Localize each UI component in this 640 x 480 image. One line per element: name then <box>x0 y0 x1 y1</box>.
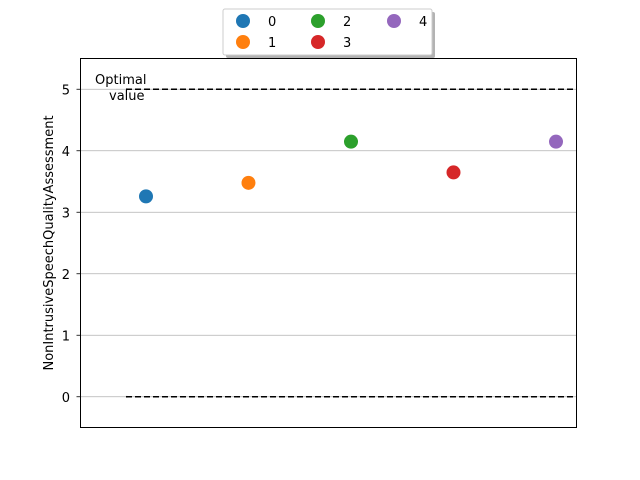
legend: 0 1 2 3 4 <box>222 8 435 58</box>
y-tick-label: 2 <box>62 268 70 283</box>
data-point-1 <box>241 175 256 190</box>
grid-lines <box>80 88 576 398</box>
data-point-0 <box>139 189 153 204</box>
y-axis-label: NonIntrusiveSpeechQualityAssessment <box>42 115 57 370</box>
y-axis-ticks: 0 1 2 3 4 5 <box>62 83 80 406</box>
legend-marker-2 <box>311 14 325 28</box>
y-tick-label: 4 <box>62 145 70 160</box>
legend-label-2: 2 <box>343 15 351 30</box>
data-point-4 <box>549 134 563 149</box>
legend-marker-4 <box>387 14 401 28</box>
y-tick-label: 1 <box>62 329 70 344</box>
data-point-2 <box>344 134 358 149</box>
legend-box <box>222 8 433 56</box>
y-tick-label: 5 <box>62 83 70 98</box>
data-points <box>139 134 563 204</box>
legend-marker-3 <box>311 35 325 49</box>
legend-label-1: 1 <box>268 36 276 51</box>
y-tick-label: 3 <box>62 206 70 221</box>
legend-label-3: 3 <box>343 36 351 51</box>
annotation-line-2: value <box>109 89 145 104</box>
legend-label-4: 4 <box>419 15 427 30</box>
legend-marker-1 <box>236 35 250 49</box>
legend-marker-0 <box>236 14 250 28</box>
reference-lines <box>126 88 576 398</box>
legend-label-0: 0 <box>268 15 276 30</box>
data-point-3 <box>446 165 461 180</box>
annotation-line-1: Optimal <box>95 73 146 88</box>
plot-frame <box>80 58 577 428</box>
y-tick-label: 0 <box>62 391 70 406</box>
